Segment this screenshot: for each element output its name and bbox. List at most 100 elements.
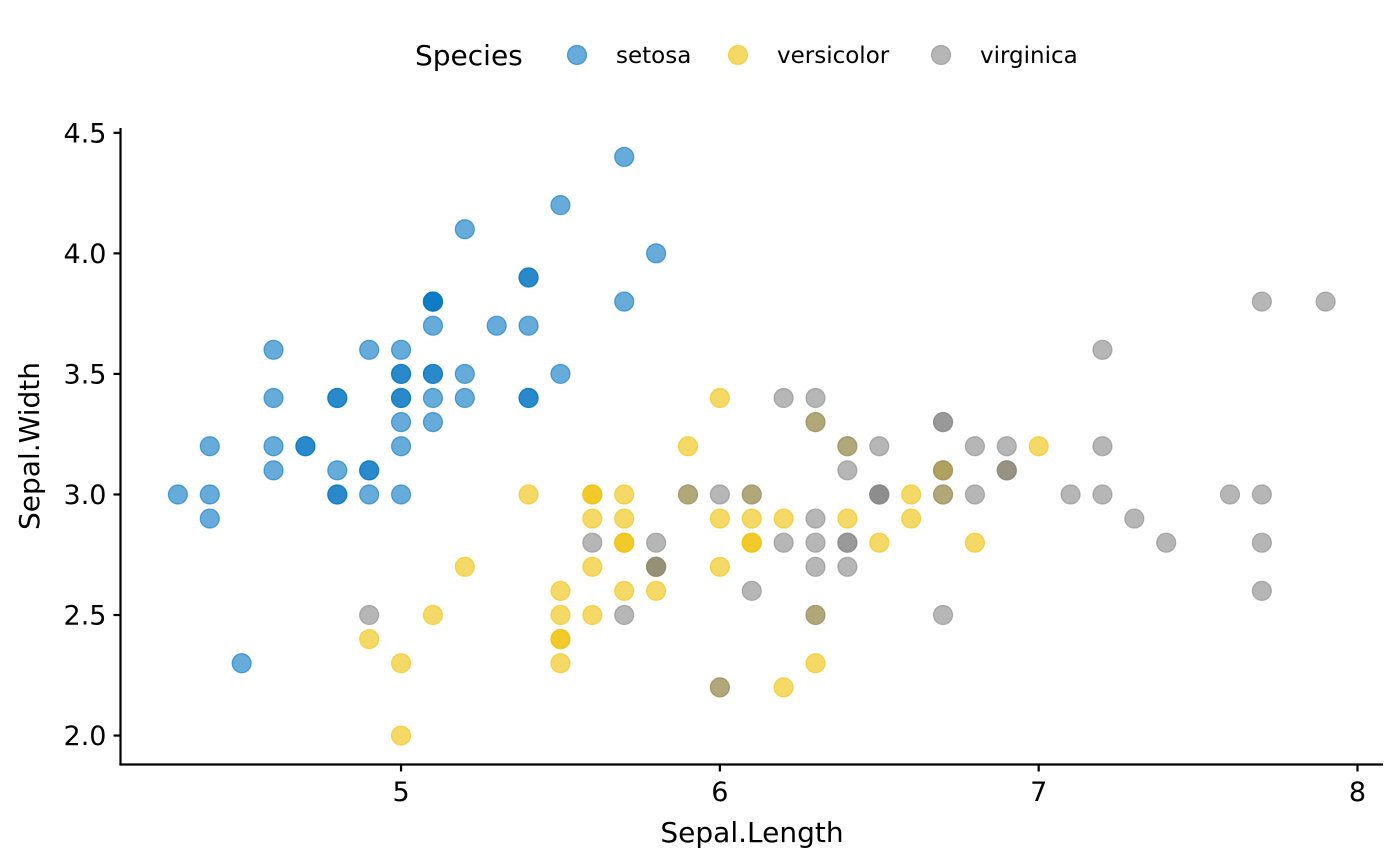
point-setosa <box>518 267 539 288</box>
point-virginica <box>582 532 603 553</box>
point-virginica <box>837 460 858 481</box>
point-virginica <box>805 604 826 626</box>
point-virginica <box>646 532 667 553</box>
point-setosa <box>390 339 412 360</box>
point-versicolor <box>741 532 762 553</box>
point-setosa <box>327 387 348 409</box>
point-versicolor <box>709 508 730 529</box>
point-virginica <box>1092 339 1113 360</box>
point-versicolor <box>550 653 571 674</box>
y-axis-title: Sepal.Width <box>13 362 46 530</box>
x-tick-label: 7 <box>1030 777 1047 808</box>
point-virginica <box>964 436 986 457</box>
point-virginica <box>805 387 826 409</box>
legend-label-virginica: virginica <box>980 43 1078 69</box>
point-setosa <box>327 460 348 481</box>
point-setosa <box>646 243 667 264</box>
point-versicolor <box>901 484 922 505</box>
point-setosa <box>231 653 252 674</box>
point-virginica <box>996 460 1017 481</box>
point-virginica <box>741 484 762 505</box>
point-setosa <box>359 460 380 481</box>
point-versicolor <box>1028 436 1049 457</box>
point-virginica <box>805 532 826 553</box>
point-versicolor <box>614 580 635 602</box>
point-setosa <box>422 387 444 409</box>
point-virginica <box>1060 484 1081 505</box>
point-virginica <box>932 604 954 626</box>
point-versicolor <box>614 484 635 505</box>
legend-title: Species <box>415 39 523 72</box>
point-setosa <box>518 387 539 409</box>
y-tick-label: 4.0 <box>64 239 107 270</box>
point-virginica <box>869 484 890 505</box>
point-setosa <box>390 484 412 505</box>
y-tick-label: 3.5 <box>64 359 107 390</box>
point-versicolor <box>901 508 922 529</box>
point-setosa <box>199 508 220 529</box>
point-setosa <box>422 315 444 336</box>
point-setosa <box>390 436 412 457</box>
y-axis-ticks: 2.0 2.5 3.0 3.5 4.0 4.5 <box>64 118 121 752</box>
point-setosa <box>422 363 444 385</box>
point-setosa <box>422 412 444 433</box>
point-versicolor <box>390 653 412 674</box>
y-tick-label: 4.5 <box>64 118 107 149</box>
point-virginica <box>837 532 858 553</box>
point-virginica <box>837 556 858 577</box>
data-points <box>167 146 1336 746</box>
point-versicolor <box>869 532 890 553</box>
point-versicolor <box>741 508 762 529</box>
point-versicolor <box>709 556 730 577</box>
point-virginica <box>932 412 954 433</box>
point-virginica <box>1092 436 1113 457</box>
point-virginica <box>1124 508 1145 529</box>
legend-label-versicolor: versicolor <box>777 43 890 69</box>
point-virginica <box>805 508 826 529</box>
x-tick-label: 5 <box>392 777 409 808</box>
point-setosa <box>454 363 475 385</box>
point-versicolor <box>518 484 539 505</box>
point-setosa <box>454 219 475 240</box>
point-versicolor <box>646 580 667 602</box>
point-virginica <box>709 484 730 505</box>
point-setosa <box>486 315 507 336</box>
point-versicolor <box>773 677 794 698</box>
point-virginica <box>1251 580 1272 602</box>
point-versicolor <box>614 508 635 529</box>
x-axis-title: Sepal.Length <box>660 816 843 849</box>
point-setosa <box>295 436 316 457</box>
point-virginica <box>932 460 954 481</box>
point-virginica <box>359 604 380 626</box>
point-virginica <box>1251 532 1272 553</box>
point-setosa <box>390 363 412 385</box>
point-setosa <box>167 484 188 505</box>
point-virginica <box>964 484 986 505</box>
point-setosa <box>263 436 284 457</box>
point-setosa <box>550 195 571 216</box>
point-setosa <box>454 387 475 409</box>
point-versicolor <box>582 556 603 577</box>
point-versicolor <box>454 556 475 577</box>
point-virginica <box>614 604 635 626</box>
point-virginica <box>805 412 826 433</box>
point-virginica <box>773 532 794 553</box>
point-virginica <box>1315 291 1336 312</box>
point-versicolor <box>582 508 603 529</box>
point-versicolor <box>614 532 635 553</box>
point-virginica <box>932 484 954 505</box>
point-virginica <box>646 556 667 577</box>
point-virginica <box>805 556 826 577</box>
x-tick-label: 6 <box>711 777 728 808</box>
x-tick-label: 8 <box>1349 777 1366 808</box>
point-setosa <box>614 146 635 168</box>
point-setosa <box>614 291 635 312</box>
point-versicolor <box>422 604 444 626</box>
point-virginica <box>677 484 699 505</box>
point-virginica <box>773 387 794 409</box>
y-tick-label: 2.5 <box>64 601 107 632</box>
point-versicolor <box>805 653 826 674</box>
point-setosa <box>263 460 284 481</box>
legend-key-virginica <box>930 44 952 66</box>
